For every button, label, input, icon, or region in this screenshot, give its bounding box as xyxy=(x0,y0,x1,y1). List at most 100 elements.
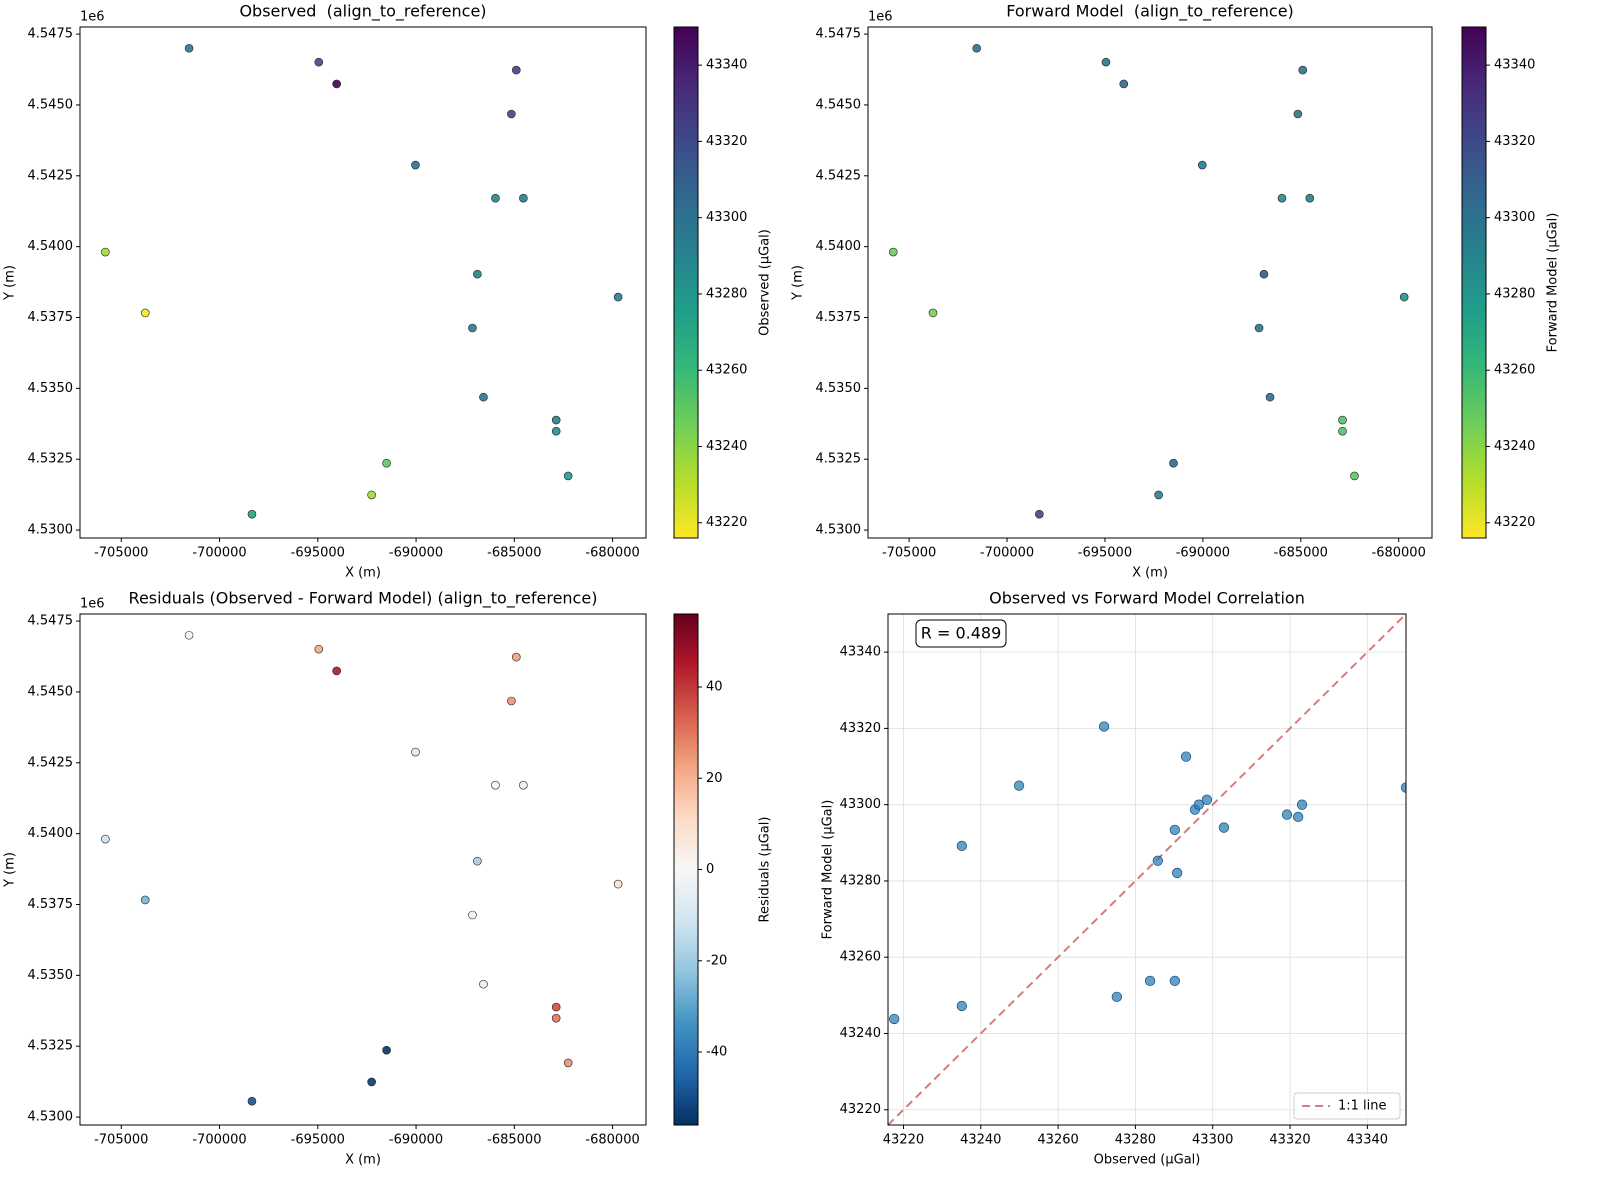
scatter-point xyxy=(889,1013,900,1025)
station-point xyxy=(314,644,324,654)
x-tick-label: 43340 xyxy=(1347,1133,1388,1148)
colorbar-label: Observed (μGal) xyxy=(758,229,773,336)
station-point xyxy=(519,193,528,203)
station-point xyxy=(507,109,516,119)
station-point xyxy=(491,193,500,203)
colorbar-label: Residuals (μGal) xyxy=(758,817,773,923)
scatter-point xyxy=(956,1000,967,1012)
chart-title: Observed vs Forward Model Correlation xyxy=(989,589,1305,608)
station-point xyxy=(563,1058,573,1068)
colorbar-tick-label: 43260 xyxy=(706,363,747,378)
station-point xyxy=(479,392,488,402)
colorbar-tick-label: 40 xyxy=(706,680,723,695)
station-point xyxy=(1259,269,1269,279)
scatter-point xyxy=(1169,824,1180,835)
scatter-point xyxy=(1201,794,1213,805)
x-tick-label: -690000 xyxy=(389,1133,443,1148)
y-offset-label: 1e6 xyxy=(868,10,893,25)
x-tick-label: -690000 xyxy=(389,546,443,561)
scatter-point xyxy=(1281,809,1293,820)
y-tick-label: 4.5425 xyxy=(28,755,74,770)
x-tick-label: 43320 xyxy=(1269,1133,1310,1148)
station-point xyxy=(1154,490,1163,500)
station-point xyxy=(1293,109,1303,119)
y-axis-label: Forward Model (μGal) xyxy=(821,800,836,940)
x-tick-label: -685000 xyxy=(1274,546,1328,561)
station-point xyxy=(1035,509,1044,519)
y-offset-label: 1e6 xyxy=(80,597,105,612)
axes-frame xyxy=(887,613,1407,1126)
station-point xyxy=(314,57,324,67)
annotation: R = 0.489 xyxy=(921,624,1002,643)
y-tick-label: 43320 xyxy=(840,721,881,736)
y-tick-label: 4.5300 xyxy=(28,523,74,538)
x-tick-label: 43260 xyxy=(1037,1133,1078,1148)
station-point xyxy=(519,780,528,790)
station-point xyxy=(473,269,482,279)
x-tick-label: -705000 xyxy=(94,1133,148,1148)
x-tick-label: 43280 xyxy=(1115,1133,1156,1148)
x-tick-label: -705000 xyxy=(882,546,936,561)
y-tick-label: 4.5325 xyxy=(28,1039,74,1054)
station-point xyxy=(491,780,500,790)
y-tick-label: 4.5350 xyxy=(28,968,74,983)
colorbar xyxy=(673,26,699,539)
colorbar-tick-label: 0 xyxy=(706,862,714,877)
station-point xyxy=(1254,323,1264,333)
colorbar-tick-label: 43300 xyxy=(706,210,747,225)
station-point xyxy=(332,79,341,89)
legend-label: 1:1 line xyxy=(1338,1099,1387,1114)
y-tick-label: 4.5300 xyxy=(28,1110,74,1125)
colorbar-tick-label: 43340 xyxy=(1494,58,1535,73)
y-tick-label: 4.5325 xyxy=(816,452,862,467)
y-tick-label: 4.5400 xyxy=(28,826,74,841)
colorbar xyxy=(1461,26,1487,539)
y-tick-label: 4.5475 xyxy=(28,614,74,629)
station-point xyxy=(468,323,477,333)
station-point xyxy=(101,247,110,257)
station-point xyxy=(473,856,482,866)
colorbar-tick-label: 20 xyxy=(706,771,723,786)
colorbar-tick-label: 43240 xyxy=(1494,439,1535,454)
station-point xyxy=(411,160,420,170)
scatter-point xyxy=(1098,721,1110,732)
colorbar-tick-label: 43220 xyxy=(1494,515,1535,530)
y-tick-label: 4.5400 xyxy=(28,239,74,254)
station-point xyxy=(1197,160,1207,170)
station-point xyxy=(507,696,516,706)
y-tick-label: 4.5450 xyxy=(816,97,862,112)
x-axis-label: Observed (μGal) xyxy=(1094,1153,1201,1168)
scatter-point xyxy=(1180,751,1192,762)
station-point xyxy=(1265,392,1275,402)
x-tick-label: 43300 xyxy=(1192,1133,1233,1148)
scatter-point xyxy=(1152,855,1163,866)
axes-background xyxy=(80,27,646,538)
scatter-point xyxy=(1172,867,1183,879)
scatter-point xyxy=(1296,799,1308,810)
station-point xyxy=(184,630,194,640)
y-tick-label: 4.5425 xyxy=(28,168,74,183)
station-point xyxy=(367,1077,376,1087)
y-tick-label: 4.5350 xyxy=(816,381,862,396)
station-point xyxy=(101,834,110,844)
x-tick-label: -705000 xyxy=(94,546,148,561)
y-axis-label: Y (m) xyxy=(791,265,806,301)
y-tick-label: 4.5325 xyxy=(28,452,74,467)
y-tick-label: 4.5375 xyxy=(28,897,74,912)
y-tick-label: 43280 xyxy=(840,873,881,888)
station-point xyxy=(1399,292,1409,302)
y-axis-label: Y (m) xyxy=(3,265,18,301)
x-tick-label: -685000 xyxy=(487,546,541,561)
chart-title: Residuals (Observed - Forward Model) (al… xyxy=(129,589,598,609)
scatter-point xyxy=(1111,991,1122,1003)
scatter-point xyxy=(1193,799,1204,810)
colorbar-label: Forward Model (μGal) xyxy=(1546,213,1561,353)
x-tick-label: -695000 xyxy=(291,1133,345,1148)
colorbar-tick-label: 43320 xyxy=(706,134,747,149)
station-point xyxy=(140,308,150,318)
x-tick-label: -680000 xyxy=(585,1133,639,1148)
station-point xyxy=(367,490,376,500)
y-tick-label: 4.5475 xyxy=(816,27,862,42)
station-point xyxy=(511,652,521,662)
